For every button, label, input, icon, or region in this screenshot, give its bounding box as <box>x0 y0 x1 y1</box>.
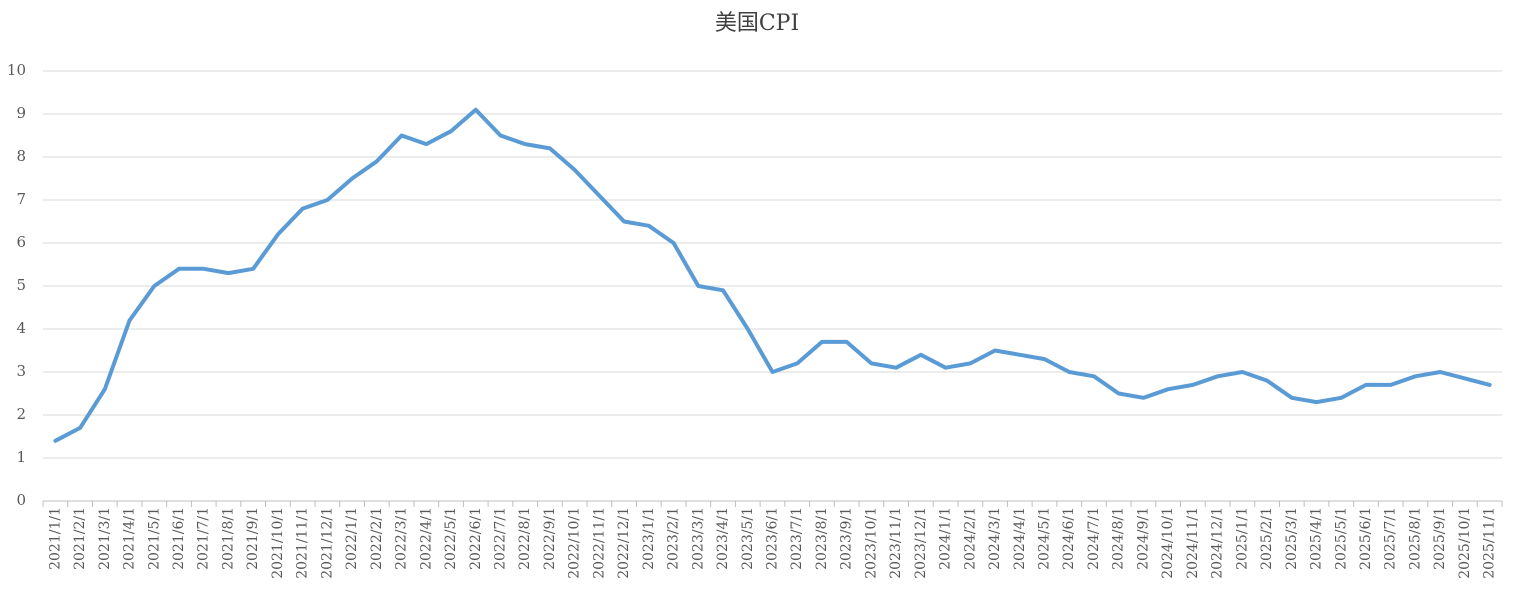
x-tick-label: 2024/4/1 <box>1012 507 1028 570</box>
y-tick-label: 3 <box>16 362 26 380</box>
x-tick-label: 2021/11/1 <box>295 507 311 579</box>
x-tick-label: 2021/6/1 <box>171 507 187 570</box>
x-tick-label: 2022/11/1 <box>591 507 607 579</box>
x-tick-label: 2025/7/1 <box>1383 507 1399 570</box>
x-tick-label: 2024/11/1 <box>1185 507 1201 579</box>
x-tick-label: 2022/10/1 <box>567 507 583 579</box>
x-tick-label: 2021/12/1 <box>319 507 335 579</box>
x-tick-label: 2025/2/1 <box>1259 507 1275 570</box>
x-tick-label: 2021/3/1 <box>97 507 113 570</box>
y-tick-label: 10 <box>7 61 26 79</box>
x-tick-label: 2025/4/1 <box>1309 507 1325 570</box>
y-tick-label: 5 <box>16 276 26 294</box>
x-tick-label: 2023/5/1 <box>740 507 756 570</box>
x-tick-label: 2021/5/1 <box>146 507 162 570</box>
cpi-line <box>53 107 1492 443</box>
x-tick-label: 2022/5/1 <box>443 507 459 570</box>
y-tick-label: 2 <box>16 405 26 423</box>
x-tick-label: 2024/10/1 <box>1160 507 1176 579</box>
x-tick-label: 2023/8/1 <box>814 507 830 570</box>
x-tick-label: 2024/1/1 <box>938 507 954 570</box>
y-tick-label: 7 <box>16 190 26 208</box>
x-tick-label: 2022/6/1 <box>468 507 484 570</box>
x-tick-label: 2024/6/1 <box>1061 507 1077 570</box>
y-tick-label: 4 <box>16 319 26 337</box>
x-tick-label: 2023/6/1 <box>765 507 781 570</box>
x-tick-label: 2023/1/1 <box>641 507 657 570</box>
x-tick-label: 2024/12/1 <box>1210 507 1226 579</box>
x-tick-label: 2025/10/1 <box>1457 507 1473 579</box>
x-tick-label: 2025/11/1 <box>1482 507 1498 579</box>
x-tick-label: 2023/10/1 <box>863 507 879 579</box>
chart-title: 美国CPI <box>715 11 799 36</box>
x-tick-label: 2024/5/1 <box>1037 507 1053 570</box>
x-tick-label: 2022/8/1 <box>517 507 533 570</box>
x-tick-label: 2021/1/1 <box>47 507 63 570</box>
x-tick-label: 2025/1/1 <box>1234 507 1250 570</box>
x-tick-label: 2024/2/1 <box>962 507 978 570</box>
x-tick-label: 2022/3/1 <box>394 507 410 570</box>
x-tick-label: 2022/4/1 <box>418 507 434 570</box>
x-tick-label: 2021/9/1 <box>245 507 261 570</box>
x-tick-label: 2025/3/1 <box>1284 507 1300 570</box>
x-tick-label: 2025/8/1 <box>1407 507 1423 570</box>
x-tick-label: 2025/9/1 <box>1432 507 1448 570</box>
x-tick-label: 2022/12/1 <box>616 507 632 579</box>
x-tick-label: 2023/4/1 <box>715 507 731 570</box>
x-tick-label: 2025/6/1 <box>1358 507 1374 570</box>
x-tick-label: 2022/7/1 <box>492 507 508 570</box>
y-tick-label: 6 <box>16 233 26 251</box>
x-tick-label: 2021/4/1 <box>122 507 138 570</box>
y-tick-label: 9 <box>16 104 26 122</box>
y-tick-label: 1 <box>16 448 26 466</box>
x-tick-label: 2023/12/1 <box>913 507 929 579</box>
x-tick-label: 2021/10/1 <box>270 507 286 579</box>
x-tick-label: 2023/2/1 <box>666 507 682 570</box>
x-tick-label: 2025/5/1 <box>1333 507 1349 570</box>
x-tick-label: 2022/9/1 <box>542 507 558 570</box>
x-tick-label: 2024/3/1 <box>987 507 1003 570</box>
x-tick-label: 2021/2/1 <box>72 507 88 570</box>
x-tick-label: 2024/8/1 <box>1111 507 1127 570</box>
x-tick-label: 2023/7/1 <box>789 507 805 570</box>
x-tick-label: 2021/8/1 <box>220 507 236 570</box>
x-tick-label: 2023/11/1 <box>888 507 904 579</box>
y-tick-label: 8 <box>16 147 26 165</box>
x-tick-label: 2022/2/1 <box>369 507 385 570</box>
x-tick-label: 2023/3/1 <box>690 507 706 570</box>
y-tick-label: 0 <box>16 491 26 509</box>
x-tick-label: 2022/1/1 <box>344 507 360 570</box>
x-tick-label: 2024/9/1 <box>1135 507 1151 570</box>
x-tick-label: 2024/7/1 <box>1086 507 1102 570</box>
x-tick-label: 2023/9/1 <box>839 507 855 570</box>
x-tick-label: 2021/7/1 <box>196 507 212 570</box>
